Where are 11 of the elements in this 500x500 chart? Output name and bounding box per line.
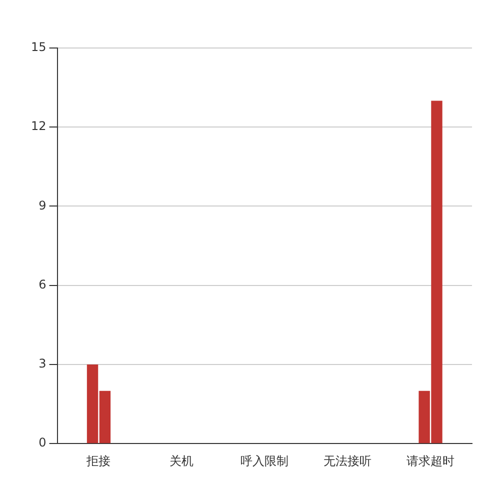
x-tick-label: 呼入限制 bbox=[240, 454, 289, 468]
y-tick-label: 0 bbox=[38, 436, 46, 450]
x-tick-label: 请求超时 bbox=[406, 454, 455, 468]
y-tick-label: 9 bbox=[38, 198, 46, 212]
x-tick-label: 无法接听 bbox=[324, 454, 372, 468]
y-tick-label: 12 bbox=[30, 119, 46, 134]
x-tick-label: 拒接 bbox=[86, 454, 111, 468]
y-tick-label: 3 bbox=[38, 356, 46, 371]
y-tick-label: 6 bbox=[38, 277, 46, 292]
y-tick-label: 15 bbox=[30, 40, 46, 54]
x-tick-label: 关机 bbox=[170, 454, 194, 468]
